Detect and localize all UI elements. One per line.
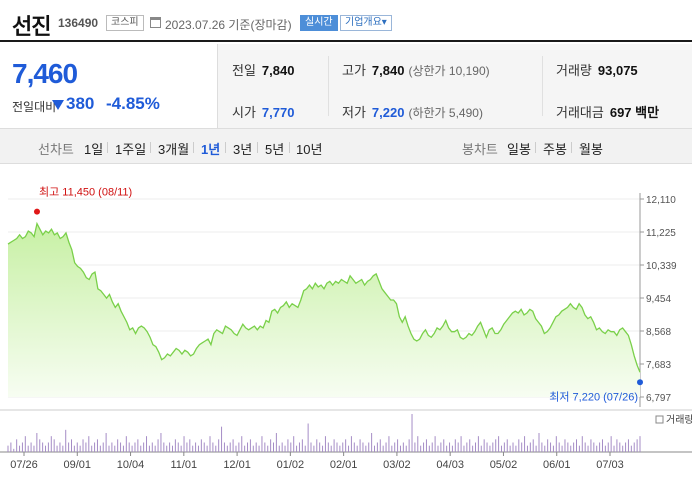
x-tick-label: 06/01 xyxy=(543,459,571,471)
realtime-button[interactable]: 실시간 xyxy=(300,15,338,31)
stat-trade-value: 거래대금 697 백만 xyxy=(556,102,659,121)
y-tick-label: 10,339 xyxy=(646,261,677,272)
stat-value: 697 백만 xyxy=(609,105,660,120)
tab-separator xyxy=(535,142,536,153)
tab-weekly[interactable]: 주봉 xyxy=(543,142,567,157)
price-chart-svg: 12,110 11,225 10,339 9,454 8,568 7,683 6,797 최고… xyxy=(0,186,692,471)
divider xyxy=(542,56,543,116)
x-tick-label: 01/02 xyxy=(277,459,305,471)
volume-label: 거래량 xyxy=(666,414,692,426)
x-tick-label: 03/02 xyxy=(383,459,411,471)
high-marker xyxy=(33,208,40,215)
x-tick-label: 07/03 xyxy=(596,459,624,471)
stat-value: 93,075 xyxy=(597,63,638,78)
x-tick-label: 11/01 xyxy=(170,459,197,471)
tab-daily[interactable]: 일봉 xyxy=(507,142,531,157)
y-tick-label: 8,568 xyxy=(646,327,671,338)
x-tick-label: 10/04 xyxy=(117,459,145,471)
y-tick-label: 6,797 xyxy=(646,393,671,404)
tab-separator xyxy=(571,142,572,153)
tab-1y[interactable]: 1년 xyxy=(201,142,221,157)
price-change-percent: -4.85% xyxy=(106,94,160,113)
current-price: 7,460 xyxy=(12,58,78,89)
company-overview-button[interactable]: 기업개요▾ xyxy=(340,15,392,31)
upper-limit: (상한가 10,190) xyxy=(408,64,490,78)
x-tick-label: 02/01 xyxy=(330,459,358,471)
down-arrow-icon xyxy=(52,100,64,110)
x-tick-label: 07/26 xyxy=(10,459,38,471)
tab-10y[interactable]: 10년 xyxy=(296,142,323,157)
tab-separator xyxy=(193,142,194,153)
y-tick-label: 9,454 xyxy=(646,294,671,305)
tab-separator xyxy=(107,142,108,153)
y-tick-label: 12,110 xyxy=(646,195,676,206)
tab-1d[interactable]: 1일 xyxy=(84,142,104,157)
stat-label: 거래대금 xyxy=(556,105,604,120)
lower-limit: (하한가 5,490) xyxy=(408,106,483,120)
candle-chart-label: 봉차트 xyxy=(462,142,498,157)
tab-3y[interactable]: 3년 xyxy=(233,142,253,157)
y-tick-label: 7,683 xyxy=(646,360,671,371)
tab-separator xyxy=(257,142,258,153)
stock-header: 선진 136490 코스피 2023.07.26 기준(장마감) 실시간 기업개… xyxy=(0,0,692,42)
stat-value: 7,840 xyxy=(371,63,405,78)
stat-high: 고가 7,840 (상한가 10,190) xyxy=(342,60,490,79)
stock-name: 선진 xyxy=(12,14,51,39)
tab-5y[interactable]: 5년 xyxy=(265,142,285,157)
stat-label: 전일 xyxy=(232,63,256,78)
calendar-icon xyxy=(150,17,161,28)
stat-value: 7,220 xyxy=(371,105,405,120)
x-tick-label: 04/03 xyxy=(436,459,464,471)
stat-label: 시가 xyxy=(232,105,256,120)
high-label: 최고 11,450 (08/11) xyxy=(39,186,132,199)
x-tick-label: 05/02 xyxy=(490,459,518,471)
x-tick-label: 12/01 xyxy=(223,459,251,471)
stat-value: 7,770 xyxy=(261,105,295,120)
low-marker xyxy=(637,379,643,386)
stat-value: 7,840 xyxy=(261,63,295,78)
line-chart-label: 선차트 xyxy=(38,142,74,157)
price-chart: 12,110 11,225 10,339 9,454 8,568 7,683 6,797 최고… xyxy=(0,180,692,480)
tab-separator xyxy=(289,142,290,153)
stats-panel: 전일 7,840 시가 7,770 고가 7,840 (상한가 10,190) 저가 7,… xyxy=(218,44,692,128)
tab-monthly[interactable]: 월봉 xyxy=(579,142,603,157)
price-area xyxy=(8,223,640,397)
stat-label: 거래량 xyxy=(556,63,592,78)
tab-separator xyxy=(150,142,151,153)
price-summary: 7,460 전일대비 380 -4.85% 전일 7,840 시가 7,770 고가… xyxy=(0,44,692,128)
stat-label: 저가 xyxy=(342,105,366,120)
price-change: 380 xyxy=(66,94,95,113)
price-line xyxy=(7,221,641,373)
tab-separator xyxy=(225,142,226,153)
divider xyxy=(328,56,329,116)
chart-tabs: 선차트 1일 1주일 3개월 1년 3년 5년 10년 봉차트 일봉 주봉 월봉 xyxy=(0,128,692,164)
tab-3m[interactable]: 3개월 xyxy=(158,142,190,157)
stock-code: 136490 xyxy=(58,16,99,30)
low-label: 최저 7,220 (07/26) xyxy=(549,390,638,403)
market-badge: 코스피 xyxy=(106,15,144,31)
stat-low: 저가 7,220 (하한가 5,490) xyxy=(342,102,483,121)
current-price-box: 7,460 전일대비 380 -4.85% xyxy=(0,44,218,128)
x-tick-label: 09/01 xyxy=(64,459,92,471)
tab-1w[interactable]: 1주일 xyxy=(115,142,147,157)
stat-label: 고가 xyxy=(342,63,366,78)
y-tick-label: 11,225 xyxy=(646,228,676,239)
base-date: 2023.07.26 기준(장마감) xyxy=(165,18,292,32)
change-label: 전일대비 xyxy=(12,100,57,114)
stat-prev-close: 전일 7,840 xyxy=(232,60,294,79)
stat-volume: 거래량 93,075 xyxy=(556,60,638,79)
stat-open: 시가 7,770 xyxy=(232,102,294,121)
volume-legend-swatch xyxy=(655,415,664,424)
